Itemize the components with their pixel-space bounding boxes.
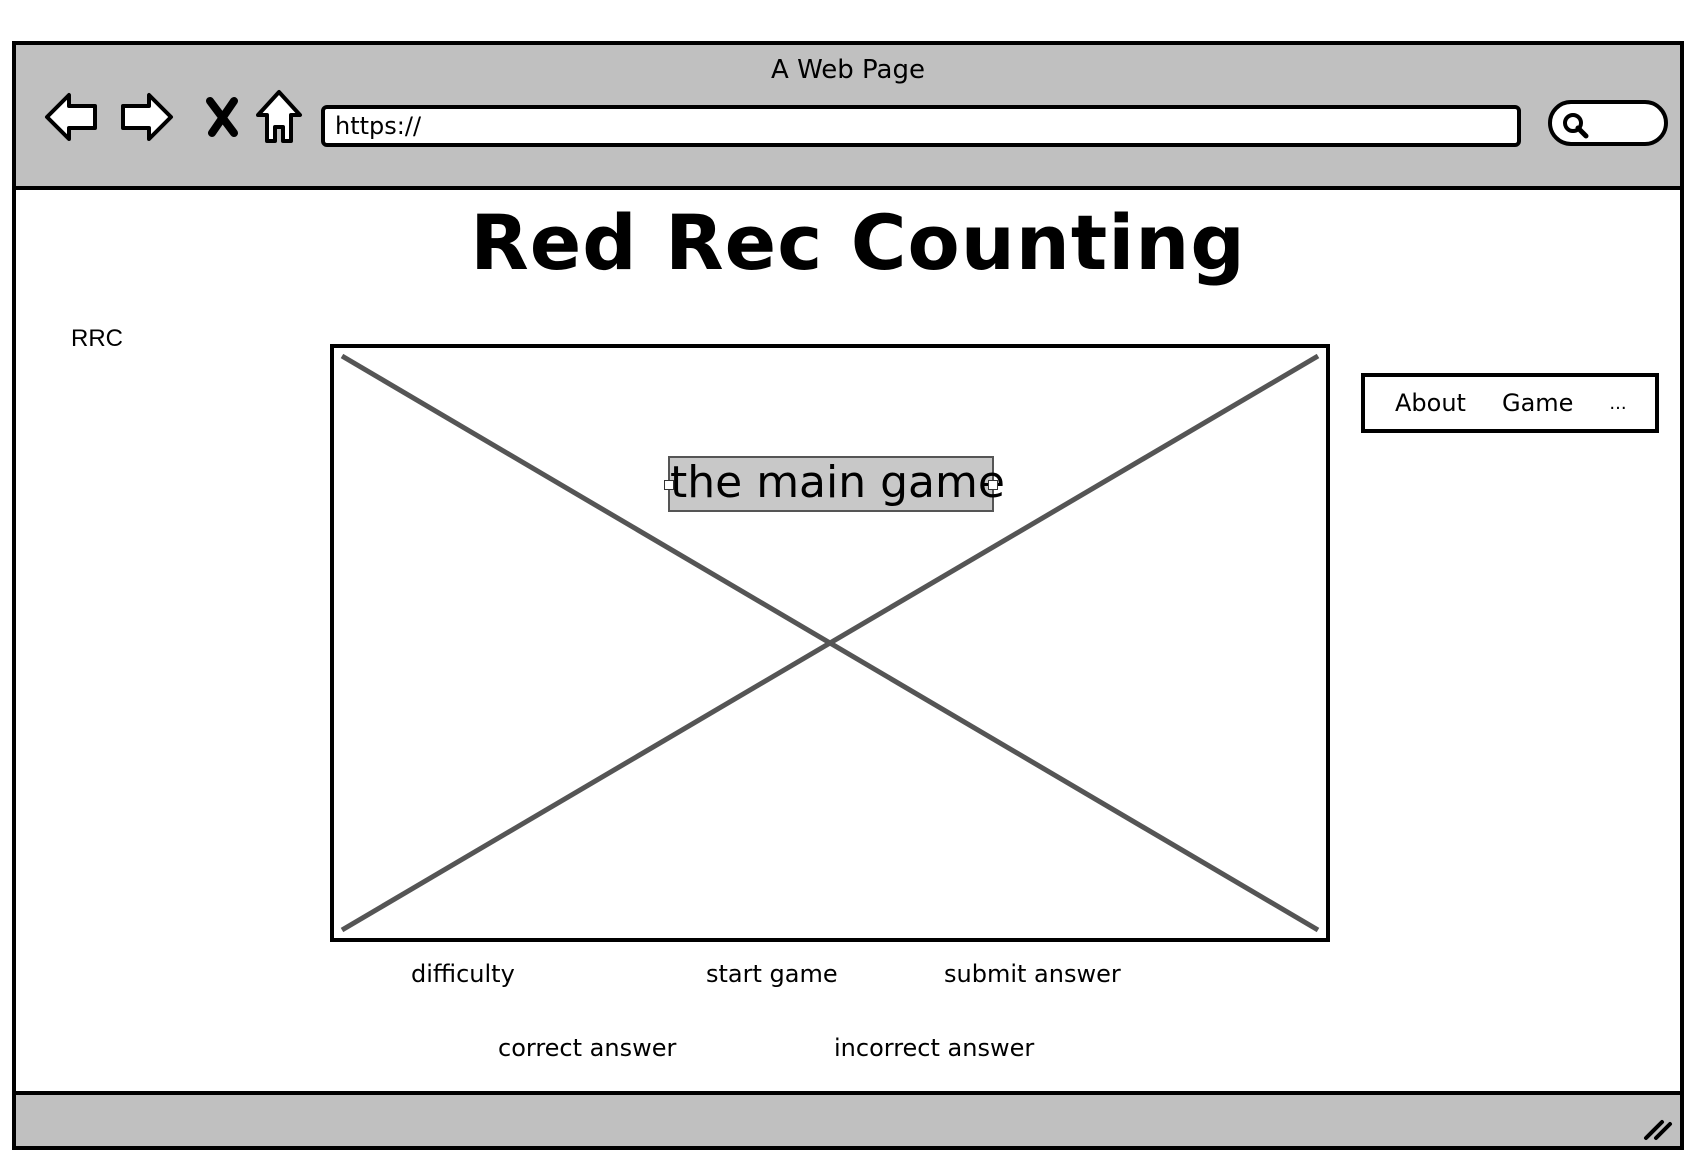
- placeholder-cross-icon: [340, 353, 1320, 933]
- start-game-button[interactable]: start game: [706, 960, 838, 988]
- logo: RRC: [71, 325, 123, 352]
- submit-answer-button[interactable]: submit answer: [944, 960, 1121, 988]
- resize-handle-right[interactable]: [988, 480, 998, 490]
- status-bar: [16, 1091, 1680, 1146]
- game-label: the main game: [664, 456, 1005, 512]
- page-title: Red Rec Counting: [470, 198, 1246, 287]
- url-input[interactable]: https://: [321, 105, 1521, 147]
- game-label-text: the main game: [670, 457, 1005, 508]
- back-button[interactable]: [42, 87, 102, 147]
- arrow-left-icon: [45, 93, 97, 141]
- search-box[interactable]: [1548, 100, 1668, 146]
- resize-handle-left[interactable]: [664, 480, 674, 490]
- nav-item-about[interactable]: About: [1395, 389, 1466, 417]
- difficulty-control[interactable]: difficulty: [411, 960, 515, 988]
- nav-item-game[interactable]: Game: [1501, 389, 1574, 417]
- site-nav: About Game ...: [1361, 373, 1659, 433]
- correct-answer-indicator: correct answer: [498, 1034, 677, 1062]
- browser-toolbar: A Web Page https://: [16, 45, 1680, 190]
- stop-button[interactable]: [192, 87, 252, 147]
- incorrect-answer-indicator: incorrect answer: [834, 1034, 1035, 1062]
- page-content: Red Rec Counting RRC the main game About…: [16, 190, 1680, 1091]
- arrow-right-icon: [121, 93, 173, 141]
- search-icon: [1563, 113, 1589, 139]
- forward-button[interactable]: [116, 87, 176, 147]
- home-icon: [256, 90, 302, 143]
- nav-item-more[interactable]: ...: [1609, 392, 1627, 414]
- window-title: A Web Page: [771, 55, 925, 85]
- browser-window: A Web Page https://: [12, 41, 1684, 1150]
- resize-grip-icon[interactable]: [1640, 1112, 1674, 1142]
- home-button[interactable]: [249, 87, 309, 147]
- game-area-placeholder[interactable]: the main game: [330, 344, 1330, 942]
- close-icon: [206, 97, 238, 137]
